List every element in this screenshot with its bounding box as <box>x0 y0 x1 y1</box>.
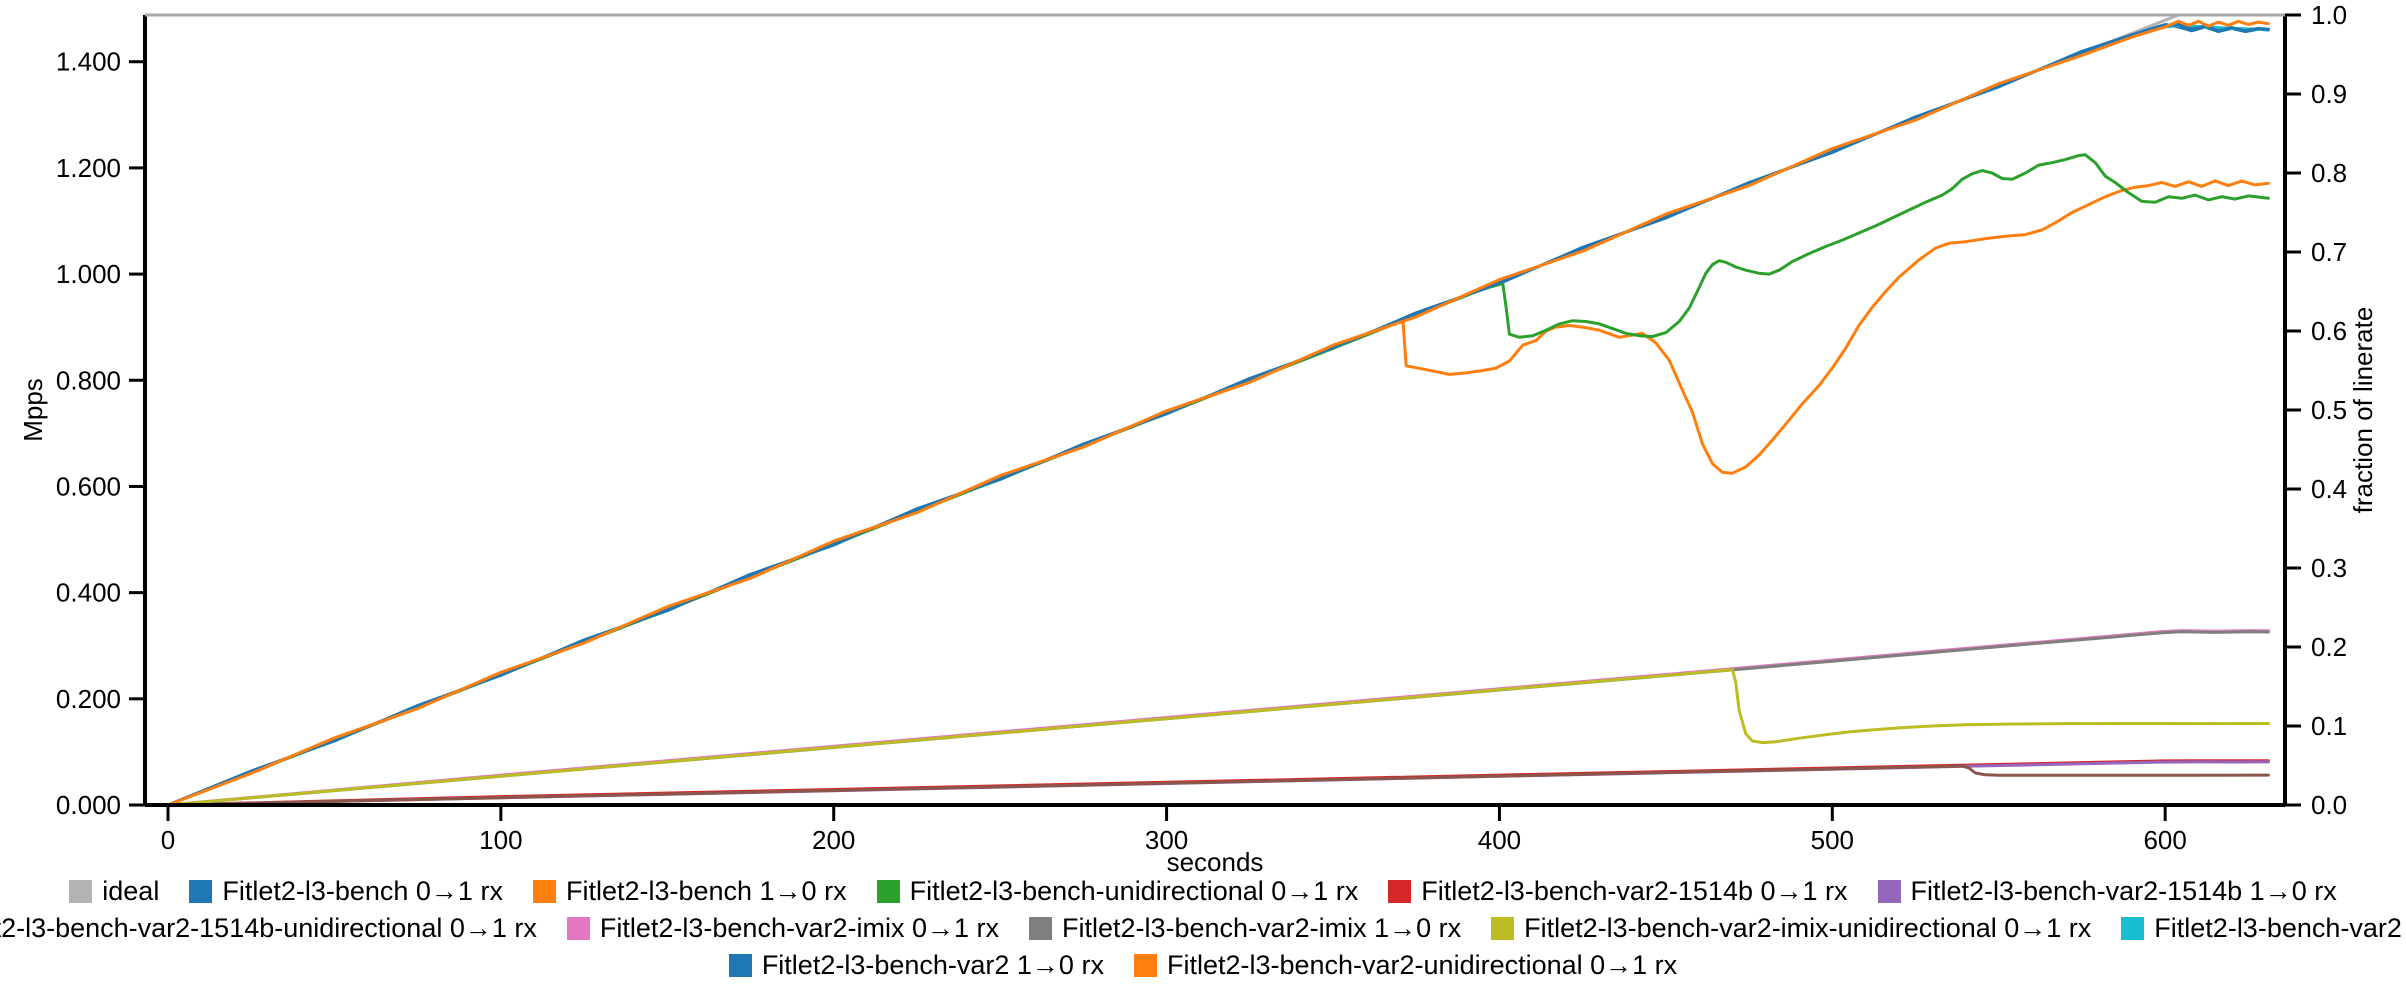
chart-legend: ideal Fitlet2-l3-bench 0→1 rx Fitlet2-l3-b… <box>0 874 2406 982</box>
series-line-2 <box>166 179 2270 807</box>
left-tick-label: 1.200 <box>56 153 121 183</box>
legend-item-11: Fitlet2-l3-bench-var2 1→0 rx <box>728 949 1104 980</box>
left-tick-label: 0.000 <box>56 790 121 820</box>
legend-label: Fitlet2-l3-bench-var2-1514b 1→0 rx <box>1910 875 2337 906</box>
series-line-0 <box>166 13 2270 807</box>
legend-label: Fitlet2-l3-bench-var2-1514b-unidirection… <box>0 912 537 943</box>
legend-item-2: Fitlet2-l3-bench 1→0 rx <box>532 875 847 906</box>
series-line-9 <box>166 668 2270 807</box>
legend-label: Fitlet2-l3-bench-var2-imix 1→0 rx <box>1061 912 1462 943</box>
legend-item-7: Fitlet2-l3-bench-var2-imix 0→1 rx <box>566 912 999 943</box>
right-tick-label: 0.0 <box>2311 790 2347 820</box>
legend-swatch-icon <box>189 879 213 903</box>
x-tick-label: 500 <box>1811 825 1854 855</box>
legend-label: Fitlet2-l3-bench-var2-1514b 0→1 rx <box>1421 875 1848 906</box>
legend-label: Fitlet2-l3-bench 1→0 rx <box>565 875 847 906</box>
right-tick-label: 0.4 <box>2311 474 2347 504</box>
series-line-3 <box>166 153 2270 807</box>
series-line-6 <box>166 764 2270 807</box>
x-tick-label: 0 <box>161 825 175 855</box>
legend-item-0: ideal <box>69 875 160 906</box>
right-tick-label: 0.8 <box>2311 158 2347 188</box>
legend-item-4: Fitlet2-l3-bench-var2-1514b 0→1 rx <box>1388 875 1848 906</box>
legend-label: Fitlet2-l3-bench-var2 1→0 rx <box>761 949 1104 980</box>
right-axis-title: fraction of linerate <box>2348 307 2378 514</box>
legend-item-9: Fitlet2-l3-bench-var2-imix-unidirectiona… <box>1491 912 2092 943</box>
left-tick-label: 0.400 <box>56 578 121 608</box>
legend-label: Fitlet2-l3-bench 0→1 rx <box>222 875 503 906</box>
legend-label: Fitlet2-l3-bench-var2-imix-unidirectiona… <box>1524 912 2092 943</box>
right-tick-label: 0.2 <box>2311 632 2347 662</box>
legend-label: ideal <box>102 875 160 906</box>
x-axis-title: seconds <box>1167 847 1264 877</box>
legend-swatch-icon <box>1491 916 1515 940</box>
x-tick-label: 400 <box>1478 825 1521 855</box>
right-tick-label: 0.6 <box>2311 316 2347 346</box>
right-tick-label: 1.0 <box>2311 0 2347 30</box>
legend-item-3: Fitlet2-l3-bench-unidirectional 0→1 rx <box>876 875 1359 906</box>
legend-swatch-icon <box>566 916 590 940</box>
right-tick-label: 0.9 <box>2311 79 2347 109</box>
legend-swatch-icon <box>1028 916 1052 940</box>
left-tick-label: 0.200 <box>56 684 121 714</box>
series-line-10 <box>166 23 2270 807</box>
right-tick-label: 0.7 <box>2311 237 2347 267</box>
legend-swatch-icon <box>1133 953 1157 977</box>
x-tick-label: 300 <box>1145 825 1188 855</box>
legend-swatch-icon <box>876 879 900 903</box>
legend-swatch-icon <box>1877 879 1901 903</box>
legend-item-6: Fitlet2-l3-bench-var2-1514b-unidirection… <box>0 912 537 943</box>
right-tick-label: 0.5 <box>2311 395 2347 425</box>
legend-swatch-icon <box>2121 916 2145 940</box>
series-lines <box>166 13 2270 807</box>
x-tick-label: 600 <box>2143 825 2186 855</box>
x-tick-label: 100 <box>479 825 522 855</box>
x-tick-label: 200 <box>812 825 855 855</box>
left-tick-label: 0.800 <box>56 365 121 395</box>
axis-labels: 0.000 0.200 0.400 0.600 0.800 1.000 1.200 1.400… <box>18 0 2378 877</box>
legend-swatch-icon <box>728 953 752 977</box>
series-line-11 <box>166 23 2270 807</box>
left-tick-label: 0.600 <box>56 471 121 501</box>
legend-label: Fitlet2-l3-bench-unidirectional 0→1 rx <box>909 875 1359 906</box>
left-tick-label: 1.000 <box>56 259 121 289</box>
legend-label: Fitlet2-l3-bench-var2-imix 0→1 rx <box>599 912 999 943</box>
series-line-12 <box>166 19 2270 807</box>
series-line-1 <box>166 23 2270 807</box>
legend-swatch-icon <box>69 879 93 903</box>
legend-row-2: Fitlet2-l3-bench-var2-1514b-unidirection… <box>0 911 2406 945</box>
legend-item-10: Fitlet2-l3-bench-var2 0→1 rx <box>2121 912 2406 943</box>
legend-item-5: Fitlet2-l3-bench-var2-1514b 1→0 rx <box>1877 875 2337 906</box>
right-tick-label: 0.3 <box>2311 553 2347 583</box>
legend-row-3: Fitlet2-l3-bench-var2 1→0 rx Fitlet2-l3-b… <box>728 948 1678 982</box>
axis-ticks <box>129 13 2301 821</box>
legend-item-8: Fitlet2-l3-bench-var2-imix 1→0 rx <box>1028 912 1462 943</box>
legend-label: Fitlet2-l3-bench-var2-unidirectional 0→1… <box>1166 949 1678 980</box>
legend-swatch-icon <box>532 879 556 903</box>
legend-swatch-icon <box>1388 879 1412 903</box>
left-axis-title: Mpps <box>18 378 48 442</box>
legend-row-1: ideal Fitlet2-l3-bench 0→1 rx Fitlet2-l3-b… <box>69 874 2337 908</box>
left-tick-label: 1.400 <box>56 47 121 77</box>
right-tick-label: 0.1 <box>2311 711 2347 741</box>
legend-label: Fitlet2-l3-bench-var2 0→1 rx <box>2154 912 2406 943</box>
legend-item-12: Fitlet2-l3-bench-var2-unidirectional 0→1… <box>1133 949 1678 980</box>
legend-item-1: Fitlet2-l3-bench 0→1 rx <box>189 875 503 906</box>
